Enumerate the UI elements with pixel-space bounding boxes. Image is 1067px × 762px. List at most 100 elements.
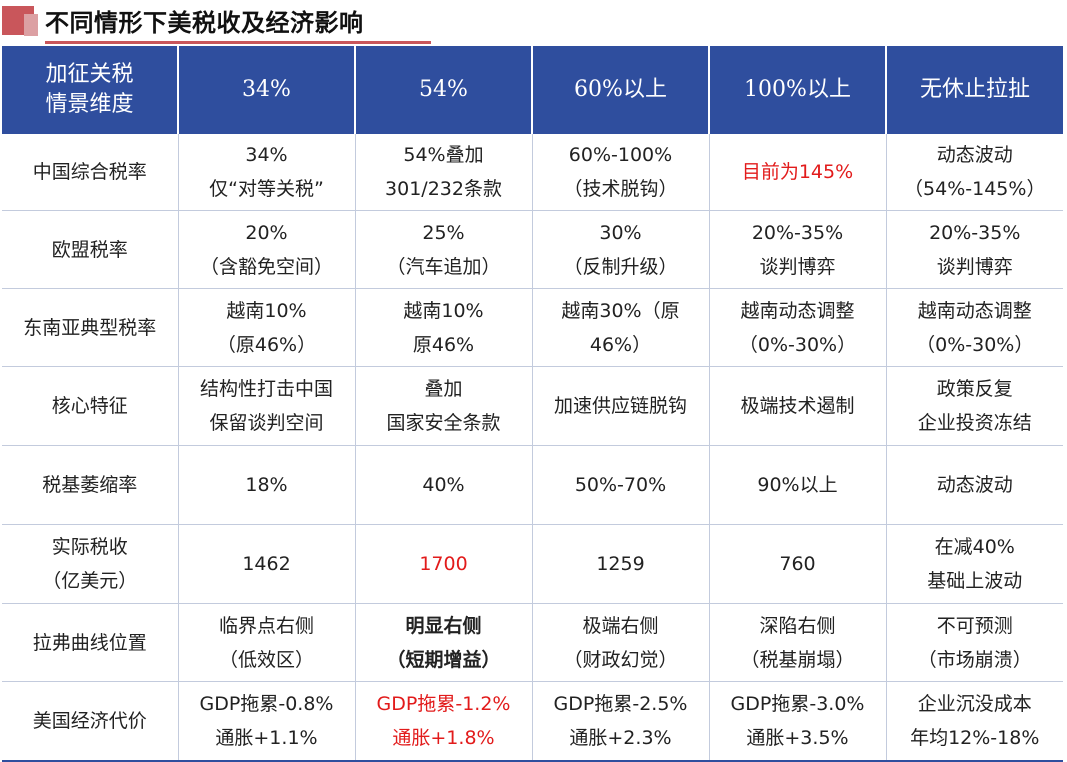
cell-line: 国家安全条款	[386, 412, 501, 434]
table-cell: 在减40% 基础上波动	[886, 524, 1063, 604]
table-row: 核心特征 结构性打击中国 保留谈判空间 叠加 国家安全条款 加速供应链脱钩 极端技术遏制 政策…	[2, 366, 1063, 446]
cell-line: （0%-30%）	[916, 333, 1034, 356]
cell-line: 越南10%	[226, 299, 307, 322]
table-cell: 政策反复 企业投资冻结	[886, 366, 1063, 446]
cell-line: 保留谈判空间	[209, 412, 324, 434]
table-cell: 54%叠加 301/232条款	[355, 134, 533, 211]
title-underline	[45, 41, 431, 44]
cell-line: 30%	[599, 221, 642, 244]
cell-line: （技术脱钩）	[563, 178, 678, 200]
table-row: 实际税收 （亿美元） 1462 1700 1259 760 在减40% 基础上波动	[2, 524, 1063, 604]
cell-line: 动态波动	[936, 144, 1013, 166]
cell-line: 通胀+3.5%	[746, 727, 849, 749]
cell-line: 不可预测	[936, 614, 1013, 637]
table-cell: 1259	[532, 524, 710, 604]
cell-line: 20%	[245, 221, 288, 244]
table-cell: 越南动态调整 （0%-30%）	[709, 288, 887, 367]
table-row: 欧盟税率 20% （含豁免空间） 25% （汽车追加） 30% （反制升级） 20%-35% 谈…	[2, 210, 1063, 289]
page-title: 不同情形下美税收及经济影响	[45, 9, 364, 37]
table-row: 美国经济代价 GDP拖累-0.8% 通胀+1.1% GDP拖累-1.2% 通胀+1.8%…	[2, 681, 1063, 762]
cell-line: 越南10%	[403, 299, 484, 322]
cell-line: 90%以上	[757, 474, 838, 496]
table-cell: 越南10% 原46%	[355, 288, 533, 367]
table-row: 中国综合税率 34% 仅“对等关税” 54%叠加 301/232条款 60%-100% （技…	[2, 134, 1063, 211]
cell-line: 18%	[245, 474, 288, 496]
row-header-cell: 美国经济代价	[2, 681, 179, 762]
cell-line: 结构性打击中国	[199, 378, 333, 400]
table-cell: GDP拖累-2.5% 通胀+2.3%	[532, 681, 710, 762]
table-cell: 动态波动 （54%-145%）	[886, 134, 1063, 211]
row-header-line: 东南亚典型税率	[23, 316, 157, 339]
table-cell: 90%以上	[709, 445, 887, 525]
table-cell: 动态波动	[886, 445, 1063, 525]
cell-line: 1462	[242, 553, 291, 575]
table-cell: 明显右侧 （短期增益）	[355, 603, 533, 682]
table-cell: GDP拖累-3.0% 通胀+3.5%	[709, 681, 887, 762]
cell-line: 目前为145%	[741, 161, 854, 183]
cell-line: （0%-30%）	[738, 333, 857, 356]
table-row: 东南亚典型税率 越南10% （原46%） 越南10% 原46% 越南30%（原 46%） 越南…	[2, 288, 1063, 367]
cell-line: 越南30%（原	[561, 299, 680, 322]
row-header-cell: 东南亚典型税率	[2, 288, 179, 367]
table-cell: 目前为145%	[709, 134, 887, 211]
cell-line: 46%）	[589, 333, 652, 356]
table-cell: 极端右侧 （财政幻觉）	[532, 603, 710, 682]
header-corner-line: 加征关税	[45, 62, 134, 87]
cell-line: 极端技术遏制	[740, 395, 855, 417]
row-header-cell: 核心特征	[2, 366, 179, 446]
cell-line: （市场崩溃）	[917, 648, 1032, 671]
table-row: 拉弗曲线位置 临界点右侧 （低效区） 明显右侧 （短期增益） 极端右侧 （财政幻觉） 深陷右侧…	[2, 603, 1063, 682]
table-cell: GDP拖累-0.8% 通胀+1.1%	[178, 681, 356, 762]
header-row: 加征关税 情景维度 34% 54% 60%以上 100%以上 无休止拉扯	[2, 46, 1063, 134]
table-cell: 企业沉没成本 年均12%-18%	[886, 681, 1063, 762]
header-col-100-plus: 100%以上	[709, 46, 887, 134]
cell-line: 原46%	[412, 333, 475, 356]
table-cell: 760	[709, 524, 887, 604]
header-corner-cell: 加征关税 情景维度	[2, 46, 179, 134]
cell-line: 基础上波动	[927, 570, 1023, 592]
cell-line: （54%-145%）	[904, 178, 1046, 200]
cell-line: （原46%）	[216, 333, 317, 356]
cell-line: 明显右侧	[405, 614, 482, 637]
table-cell: 越南10% （原46%）	[178, 288, 356, 367]
cell-line: 极端右侧	[582, 614, 659, 637]
row-header-line: （亿美元）	[42, 570, 138, 592]
cell-line: 谈判博弈	[936, 255, 1013, 278]
cell-line: （税基崩塌）	[740, 648, 855, 671]
cell-line: 深陷右侧	[759, 614, 836, 637]
cell-line: 越南动态调整	[917, 299, 1032, 322]
table-cell: 越南30%（原 46%）	[532, 288, 710, 367]
cell-line: 34%	[245, 144, 288, 166]
table-cell: 不可预测 （市场崩溃）	[886, 603, 1063, 682]
title-marker-shade	[24, 14, 38, 36]
row-header-line: 美国经济代价	[32, 710, 147, 732]
table-cell: 1700	[355, 524, 533, 604]
cell-line: （含豁免空间）	[199, 255, 333, 278]
row-header-cell: 拉弗曲线位置	[2, 603, 179, 682]
table-cell: 50%-70%	[532, 445, 710, 525]
table-cell: 极端技术遏制	[709, 366, 887, 446]
table-row: 税基萎缩率 18% 40% 50%-70% 90%以上 动态波动	[2, 445, 1063, 525]
cell-line: 1700	[419, 553, 468, 575]
row-header-line: 税基萎缩率	[42, 474, 138, 496]
cell-line: 仅“对等关税”	[209, 178, 324, 200]
table-cell: 结构性打击中国 保留谈判空间	[178, 366, 356, 446]
cell-line: 通胀+1.1%	[215, 727, 318, 749]
cell-line: GDP拖累-3.0%	[730, 693, 865, 715]
cell-line: 动态波动	[936, 474, 1013, 496]
cell-line: （低效区）	[218, 648, 314, 671]
table-cell: 60%-100% （技术脱钩）	[532, 134, 710, 211]
table-cell: 越南动态调整 （0%-30%）	[886, 288, 1063, 367]
cell-line: 临界点右侧	[218, 614, 314, 637]
table-cell: 25% （汽车追加）	[355, 210, 533, 289]
cell-line: GDP拖累-0.8%	[199, 693, 334, 715]
header-col-54: 54%	[355, 46, 533, 134]
table-cell: 20% （含豁免空间）	[178, 210, 356, 289]
row-header-cell: 税基萎缩率	[2, 445, 179, 525]
header-col-60-plus: 60%以上	[532, 46, 710, 134]
header-col-endless: 无休止拉扯	[886, 46, 1063, 134]
cell-line: （短期增益）	[386, 648, 501, 671]
header-corner-line: 情景维度	[45, 92, 134, 117]
cell-line: 20%-35%	[751, 221, 844, 244]
cell-line: 760	[779, 553, 816, 575]
